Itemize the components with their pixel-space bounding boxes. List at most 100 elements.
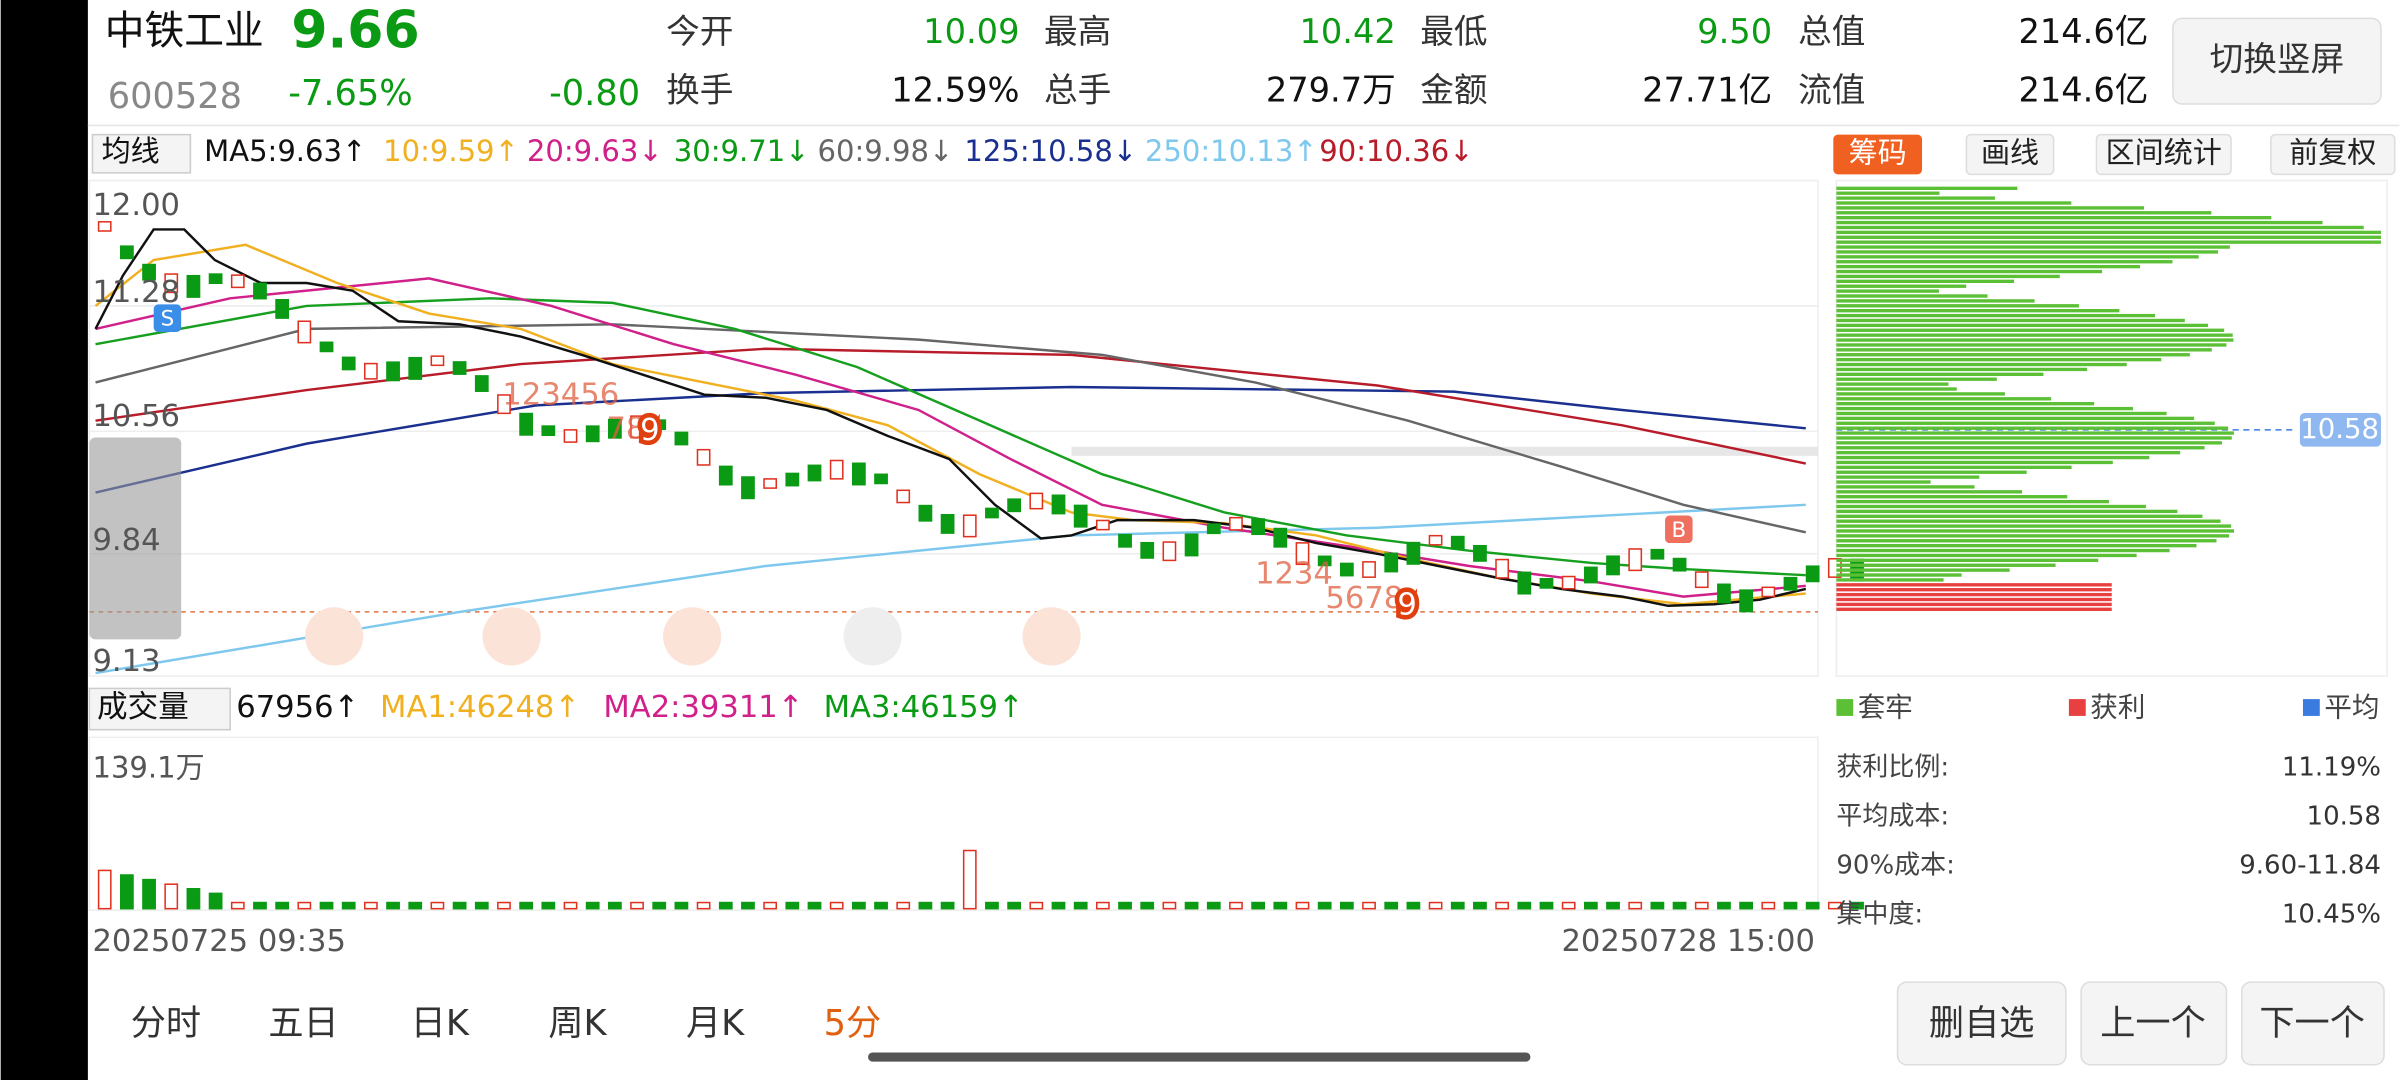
volume-bar	[1761, 901, 1776, 910]
tool-label[interactable]: 前复权	[2289, 136, 2376, 170]
chip-bar	[1836, 245, 2230, 249]
volume-bar	[1406, 901, 1421, 910]
quote-value: 10.42	[1299, 12, 1395, 51]
chip-bar	[1836, 250, 2218, 254]
period-tab[interactable]: 5分	[824, 1003, 882, 1044]
action-label[interactable]: 删自选	[1929, 1003, 2035, 1044]
chip-bar	[1836, 362, 2127, 367]
candle	[1827, 558, 1842, 578]
period-tab[interactable]: 月K	[686, 1003, 745, 1044]
chip-bar	[1836, 289, 1939, 293]
legend-label: 获利	[2090, 691, 2145, 723]
tool-button[interactable]	[2270, 133, 2396, 176]
side-bar	[0, 0, 88, 1080]
stock-name: 中铁工业	[105, 8, 264, 54]
chip-bar	[1836, 563, 2056, 567]
candle	[186, 274, 201, 298]
volume-bar	[297, 901, 312, 910]
action-button[interactable]	[2240, 981, 2385, 1066]
chip-bar	[1836, 333, 2233, 337]
orient-label[interactable]: 切换竖屏	[2210, 40, 2345, 79]
chip-bar	[1836, 548, 2170, 553]
volume-bar	[386, 901, 400, 910]
chip-bar	[1836, 323, 2209, 328]
volume-bar	[1273, 901, 1288, 910]
volume-bar	[541, 901, 556, 910]
volume-selector-label[interactable]: 成交量	[97, 690, 189, 725]
ma-selector[interactable]	[91, 133, 192, 174]
candle	[1694, 571, 1709, 589]
candle	[1229, 516, 1243, 531]
action-button[interactable]	[2080, 981, 2228, 1066]
chip-bar	[1836, 196, 1995, 200]
candle	[297, 320, 312, 344]
chip-bar	[1836, 578, 1944, 582]
period-tab[interactable]: 日K	[411, 1003, 470, 1044]
action-label[interactable]: 上一个	[2100, 1003, 2206, 1044]
price-axis-label: 9.13	[92, 644, 160, 679]
chip-bar	[1836, 367, 2088, 372]
volume-bar	[1650, 901, 1665, 910]
volume-bar	[1118, 901, 1132, 910]
candle	[785, 472, 800, 487]
signal-seq: 1234	[1255, 557, 1333, 592]
action-label[interactable]: 下一个	[2259, 1003, 2365, 1044]
period-tab[interactable]: 五日	[268, 1003, 338, 1044]
candle	[1184, 533, 1199, 557]
ma-value: 60:9.98↓	[818, 134, 954, 168]
volume-bar	[1672, 901, 1687, 910]
candle	[696, 448, 711, 466]
price-axis-label: 10.56	[92, 399, 180, 434]
candle	[430, 355, 445, 367]
chip-bar	[1836, 260, 2173, 264]
ma-selector-label[interactable]: 均线	[102, 134, 160, 168]
chip-bar	[1836, 357, 2162, 362]
volume-bar	[940, 901, 955, 910]
chip-bar	[1836, 313, 2156, 318]
volume-bar	[741, 901, 755, 910]
candle	[408, 356, 423, 380]
volume-bar	[452, 901, 467, 910]
action-button[interactable]	[1896, 981, 2067, 1066]
tool-label[interactable]: 筹码	[1849, 136, 1907, 170]
volume-selector[interactable]	[88, 687, 231, 731]
tool-button[interactable]	[1833, 134, 1923, 175]
tool-button[interactable]	[2095, 133, 2232, 176]
candle	[497, 394, 511, 415]
tool-label[interactable]: 区间统计	[2106, 136, 2222, 170]
stat-label: 获利比例:	[1836, 752, 1949, 782]
zoom-controls[interactable]	[305, 607, 1081, 666]
quote-label: 流值	[1798, 70, 1865, 109]
volume-bar	[1384, 901, 1399, 910]
orient-button[interactable]	[2172, 17, 2382, 105]
volume-bar	[563, 901, 578, 910]
volume-bar	[1539, 901, 1554, 910]
period-tab[interactable]: 分时	[131, 1003, 201, 1044]
tool-label[interactable]: 画线	[1981, 136, 2039, 170]
legend-swatch	[2068, 699, 2086, 716]
stock-code: 600528	[108, 76, 242, 117]
volume-bar	[186, 888, 201, 910]
chip-bar	[1836, 264, 2140, 269]
candle	[940, 513, 955, 534]
quote-value: 10.09	[923, 12, 1019, 51]
period-tab[interactable]: 周K	[548, 1003, 607, 1044]
chip-bar	[1836, 402, 2095, 406]
candle	[585, 425, 600, 443]
volume-bar	[430, 901, 445, 910]
stat-value: 10.45%	[2282, 899, 2381, 929]
stat-label: 90%成本:	[1836, 850, 1955, 880]
candle	[519, 412, 534, 436]
chip-bar	[1836, 446, 2205, 450]
chip-bar	[1836, 338, 2234, 342]
volume-bar	[896, 901, 911, 910]
chip-bar	[1836, 235, 2381, 239]
quote-label: 总值	[1798, 12, 1865, 51]
ma-value: 30:9.71↓	[674, 134, 810, 168]
candle	[630, 415, 644, 439]
candle	[1140, 541, 1155, 559]
stat-value: 11.19%	[2282, 752, 2381, 782]
scroll-handle[interactable]	[89, 437, 182, 640]
tool-button[interactable]	[1965, 133, 2055, 176]
